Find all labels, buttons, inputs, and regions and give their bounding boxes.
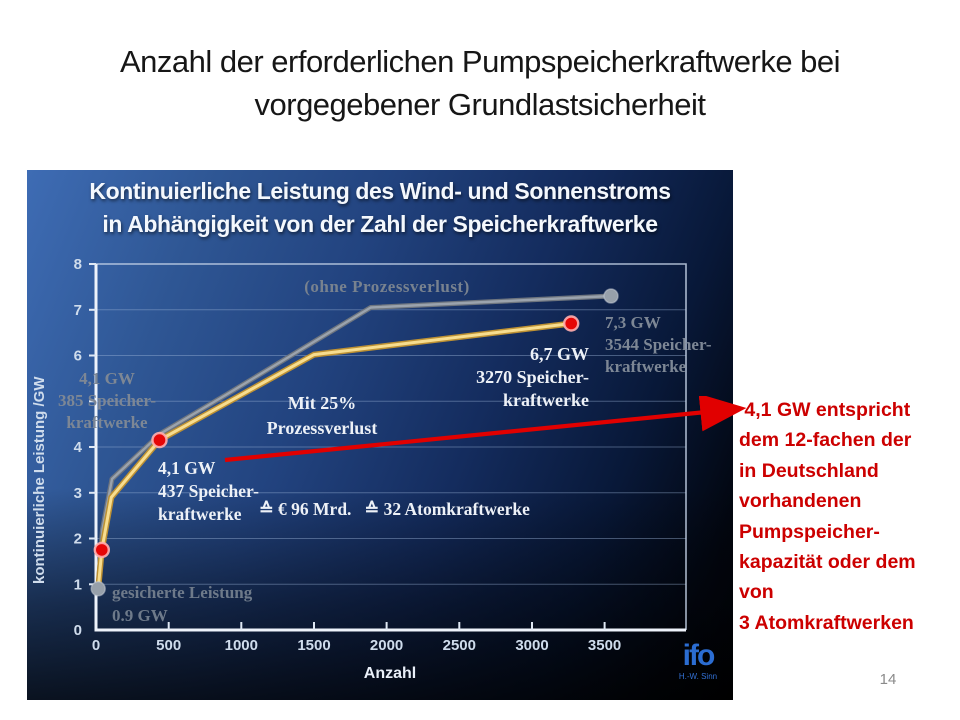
y-tick-label: 4 — [74, 439, 83, 456]
label-line: kraftwerke — [66, 413, 148, 432]
label-line: Prozessverlust — [266, 418, 378, 438]
label-line: kraftwerke — [605, 357, 687, 376]
y-tick-label: 3 — [74, 485, 82, 502]
label-3270-speicherkraftwerke: 6,7 GW 3270 Speicher- kraftwerke — [429, 343, 589, 412]
label-line: 0.9 GW — [112, 606, 168, 625]
ifo-logo: ifo H.-W. Sinn — [667, 641, 729, 681]
x-tick-label: 1500 — [297, 637, 330, 654]
label-line: 4,1 GW — [158, 458, 216, 478]
label-line: 6,7 GW — [529, 344, 589, 364]
chart-panel: Kontinuierliche Leistung des Wind- und S… — [27, 170, 733, 700]
annotation-line: 3 Atomkraftwerken — [739, 611, 914, 634]
series-core-no-loss — [96, 294, 613, 590]
y-tick-label: 7 — [74, 302, 82, 319]
data-point-red — [93, 541, 111, 559]
series-line-no-loss — [95, 293, 614, 592]
label-line: Mit 25% — [287, 393, 357, 413]
label-385-speicherkraftwerke: 4,1 GW 385 Speicher- kraftwerke — [47, 368, 167, 434]
data-point-red — [151, 431, 168, 449]
page-title-line2: vorgegebener Grundlastsicherheit — [254, 87, 707, 122]
x-tick-label: 3000 — [515, 637, 548, 654]
data-point-gray — [90, 581, 106, 597]
annotation-text: 4,1 GW entspricht dem 12-fachen der in D… — [739, 395, 960, 638]
x-tick-label: 0 — [92, 637, 100, 654]
ifo-logo-text: ifo — [682, 639, 716, 672]
y-tick-label: 6 — [74, 348, 82, 365]
annotation-line: kapazität oder dem — [739, 551, 916, 574]
label-line: 385 Speicher- — [57, 391, 157, 410]
label-equivalence: ≙ € 96 Mrd. ≙ 32 Atomkraftwerke — [259, 499, 530, 519]
annotation-line: in Deutschland — [739, 459, 879, 482]
chart-title: Kontinuierliche Leistung des Wind- und S… — [27, 175, 733, 241]
label-line: 7,3 GW — [605, 313, 661, 332]
axis-lines — [94, 264, 686, 632]
label-437-speicherkraftwerke: 4,1 GW 437 Speicher- kraftwerke — [158, 457, 259, 526]
ifo-logo-subtext: H.-W. Sinn — [678, 672, 718, 681]
x-tick-label: 3500 — [588, 637, 621, 654]
label-ohne-prozessverlust: (ohne Prozessverlust) — [304, 277, 470, 296]
x-tick-label: 1000 — [225, 637, 258, 654]
annotation-line: vorhandenen — [739, 490, 862, 513]
label-line: 437 Speicher- — [158, 481, 259, 501]
page-title: Anzahl der erforderlichen Pumpspeicherkr… — [0, 40, 960, 126]
label-gesicherte-leistung: gesicherte Leistung 0.9 GW — [112, 581, 252, 627]
y-tick-label: 1 — [74, 576, 82, 593]
label-line: kraftwerke — [158, 504, 242, 524]
chart-title-line1: Kontinuierliche Leistung des Wind- und S… — [89, 178, 671, 204]
label-line: 3544 Speicher- — [605, 335, 712, 354]
chart-title-line2: in Abhängigkeit von der Zahl der Speiche… — [102, 211, 658, 237]
plot-frame — [96, 263, 687, 630]
data-point-gray — [603, 288, 619, 304]
page-title-line1: Anzahl der erforderlichen Pumpspeicherkr… — [119, 44, 841, 79]
y-tick-label: 2 — [74, 531, 82, 548]
data-point-red — [563, 315, 580, 332]
annotation-line: Pumpspeicher- — [739, 520, 880, 543]
x-tick-label: 2000 — [370, 637, 403, 654]
x-axis-title: Anzahl — [363, 665, 417, 682]
label-3544-speicherkraftwerke: 7,3 GW 3544 Speicher- kraftwerke — [605, 312, 730, 378]
x-tick-label: 2500 — [443, 637, 476, 654]
annotation-line: von — [739, 581, 774, 604]
label-line: kraftwerke — [503, 390, 589, 410]
y-axis-title: kontinuierliche Leistung /GW — [31, 376, 48, 584]
page-number: 14 — [879, 671, 897, 688]
annotation-line: dem 12-fachen der — [739, 429, 912, 452]
label-line: 3270 Speicher- — [476, 367, 589, 387]
y-tick-label: 0 — [74, 622, 82, 639]
y-tick-label: 8 — [74, 256, 82, 273]
label-mit-25-prozessverlust: Mit 25% Prozessverlust — [262, 391, 382, 441]
plot-svg: 0 1 2 3 4 6 7 8 0 500 1000 1500 2000 2500 3000 3500 — [74, 256, 687, 654]
label-line: gesicherte Leistung — [112, 583, 253, 602]
annotation-line: 4,1 GW entspricht — [739, 399, 911, 421]
x-tick-label: 500 — [156, 637, 181, 654]
label-line: 4,1 GW — [79, 369, 135, 388]
